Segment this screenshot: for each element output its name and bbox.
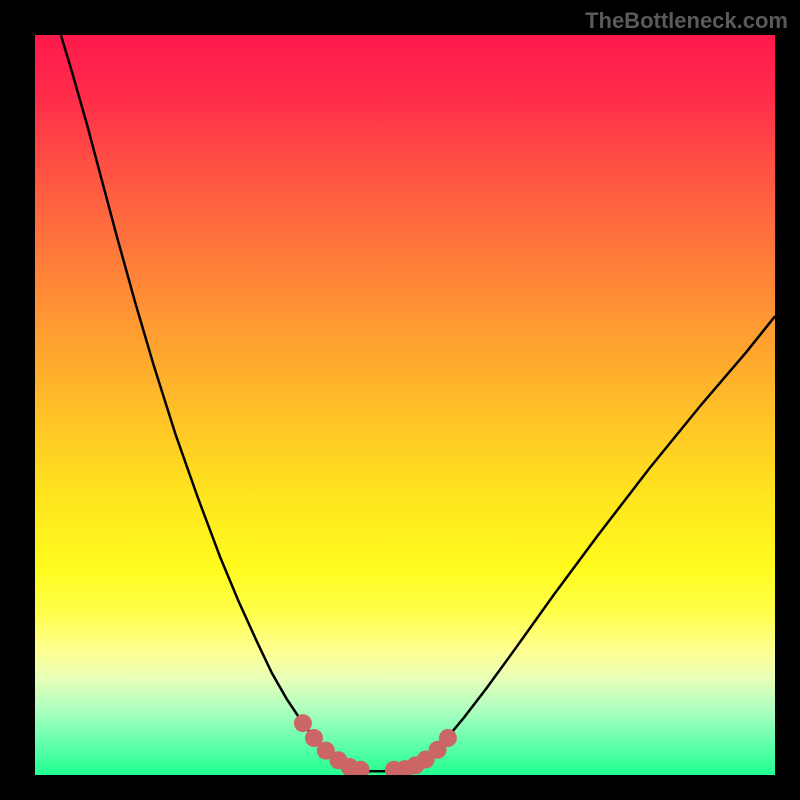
marker-dot	[294, 714, 312, 732]
bottleneck-chart	[35, 35, 775, 775]
watermark-text: TheBottleneck.com	[585, 8, 788, 34]
marker-dot	[439, 729, 457, 747]
gradient-background	[35, 35, 775, 775]
